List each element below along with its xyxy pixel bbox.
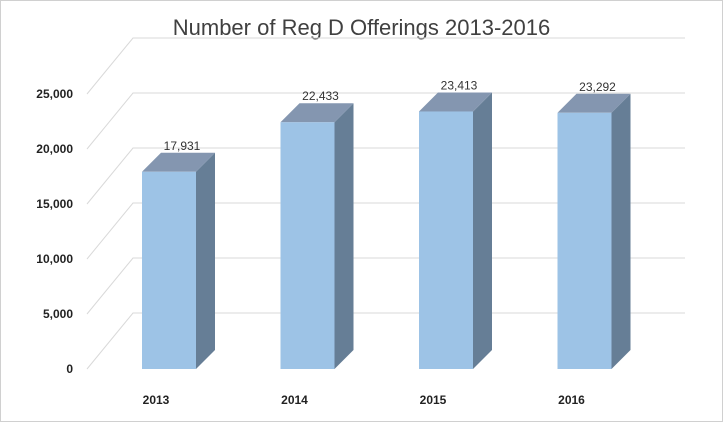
y-tick-label: 5,000 <box>43 307 73 321</box>
bar-top <box>419 92 492 112</box>
x-tick-label: 2016 <box>558 393 585 407</box>
y-tick-label: 0 <box>66 362 73 376</box>
data-label: 22,433 <box>302 89 339 103</box>
chart-title: Number of Reg D Offerings 2013-2016 <box>172 15 551 40</box>
gridline <box>86 92 685 150</box>
bar-side <box>473 92 492 369</box>
bar-front <box>280 122 335 369</box>
x-tick-label: 2013 <box>143 393 170 407</box>
gridline <box>86 37 685 95</box>
bars <box>142 92 631 370</box>
bar-side <box>334 103 354 369</box>
bar-2013 <box>142 152 215 369</box>
gridline <box>86 202 685 260</box>
bar-top <box>557 93 631 113</box>
bar-2015 <box>419 92 492 369</box>
bar-front <box>419 111 473 369</box>
y-tick-label: 10,000 <box>36 252 73 266</box>
data-label: 23,413 <box>441 78 478 92</box>
gridline <box>86 257 685 315</box>
x-axis-ticks: 2013 2014 2015 2016 <box>143 393 586 407</box>
bar-top <box>142 152 215 172</box>
bar-top <box>280 103 354 123</box>
gridline <box>86 312 685 370</box>
y-axis-ticks: 0 5,000 10,000 15,000 20,000 25,000 <box>36 87 73 376</box>
bar-side <box>611 93 631 370</box>
data-labels: 17,931 22,433 23,413 23,292 <box>164 78 617 152</box>
y-tick-label: 25,000 <box>36 87 73 101</box>
x-tick-label: 2015 <box>420 393 447 407</box>
bar-side <box>196 152 215 369</box>
y-tick-label: 20,000 <box>36 142 73 156</box>
gridlines <box>86 37 685 370</box>
gridline <box>86 147 685 205</box>
bar-front <box>557 112 612 370</box>
bar-2016 <box>557 93 631 370</box>
bar-front <box>142 171 196 369</box>
bar-2014 <box>280 103 354 369</box>
x-tick-label: 2014 <box>281 393 308 407</box>
data-label: 23,292 <box>579 80 616 94</box>
y-tick-label: 15,000 <box>36 197 73 211</box>
data-label: 17,931 <box>164 139 201 153</box>
